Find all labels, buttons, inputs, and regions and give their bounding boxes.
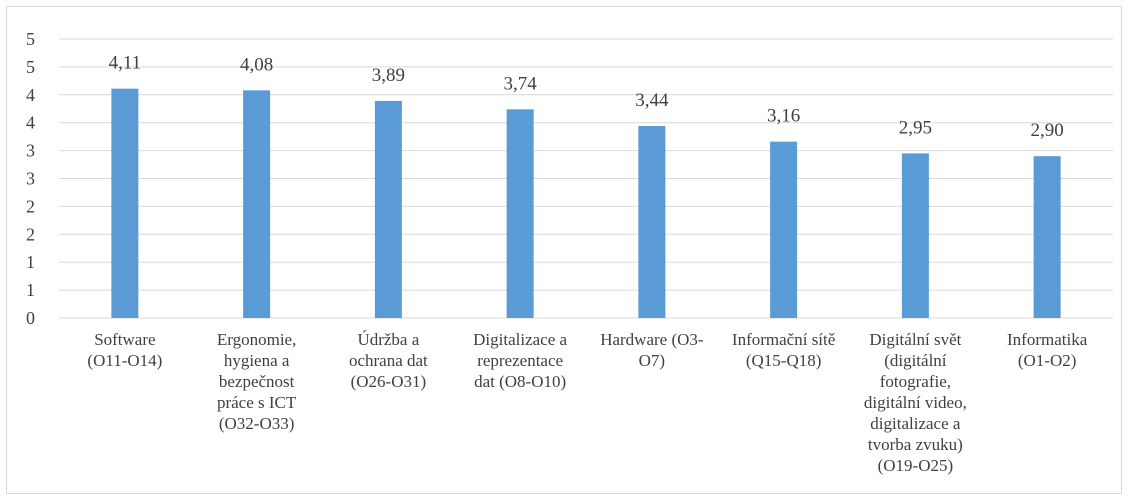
bar <box>770 141 798 318</box>
data-label: 2,90 <box>1031 120 1064 141</box>
data-label: 3,16 <box>767 106 800 127</box>
y-tick-label: 2 <box>26 224 35 244</box>
y-tick-label: 3 <box>26 141 35 161</box>
x-category-label: Údržba a ochrana dat (O26-O31) <box>349 330 428 391</box>
bar-chart: 0 1 1 2 2 3 3 4 4 5 5 4,11 4,08 3,89 3,74 3,44 3,16 2,95… <box>26 29 1113 475</box>
y-tick-label: 5 <box>26 29 35 49</box>
x-axis-categories: Software (O11-O14) Ergonomie, hygiena a bezp… <box>87 330 1087 475</box>
x-category-label: Software (O11-O14) <box>87 330 162 370</box>
x-category-label: Digitální svět (digitální fotografie, digit… <box>864 330 967 475</box>
y-tick-label: 4 <box>26 85 35 105</box>
y-tick-label: 5 <box>26 57 35 77</box>
bar <box>111 88 139 318</box>
x-category-label: Ergonomie, hygiena a bezpečnost práce s ICT… <box>217 330 297 433</box>
data-label: 4,11 <box>109 53 142 74</box>
y-tick-label: 3 <box>26 169 35 189</box>
data-label: 4,08 <box>240 54 273 75</box>
chart-area: 0 1 1 2 2 3 3 4 4 5 5 4,11 4,08 3,89 3,74 3,44 3,16 2,95… <box>6 6 1122 494</box>
data-label: 2,95 <box>899 117 932 138</box>
x-category-label: Hardware (O3-O7) <box>600 330 704 370</box>
data-label: 3,74 <box>504 73 538 94</box>
x-category-label: Informatika (O1-O2) <box>1007 330 1088 370</box>
data-label: 3,89 <box>372 65 405 86</box>
bar <box>506 109 534 318</box>
bar <box>374 100 402 318</box>
bars <box>111 88 1061 318</box>
x-category-label: Informační sítě (Q15-Q18) <box>732 330 835 370</box>
x-category-label: Digitalizace a reprezentace dat (O8-O10) <box>473 330 567 391</box>
data-labels: 4,11 4,08 3,89 3,74 3,44 3,16 2,95 2,90 <box>109 53 1064 142</box>
data-label: 3,44 <box>635 90 669 111</box>
y-tick-label: 4 <box>26 113 35 133</box>
bar <box>901 153 929 318</box>
y-tick-label: 1 <box>26 280 35 300</box>
y-axis-ticks: 0 1 1 2 2 3 3 4 4 5 5 <box>26 29 35 328</box>
y-tick-label: 2 <box>26 196 35 216</box>
y-tick-label: 0 <box>26 308 35 328</box>
y-tick-label: 1 <box>26 252 35 272</box>
bar <box>243 90 271 318</box>
gridlines <box>59 38 1113 319</box>
bar <box>638 126 666 318</box>
bar <box>1033 156 1061 318</box>
